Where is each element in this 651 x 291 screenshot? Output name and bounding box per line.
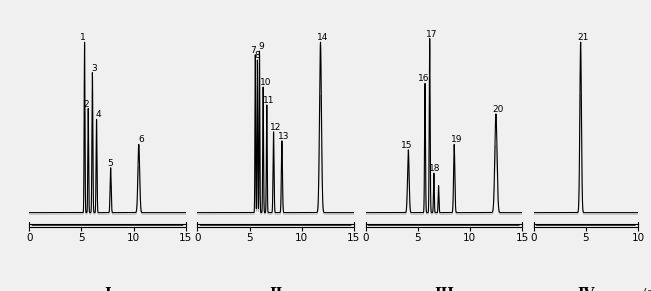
Text: 3: 3 [91,64,97,73]
Text: (min): (min) [643,287,651,291]
Text: 14: 14 [317,33,329,42]
Text: 6: 6 [138,135,144,144]
Text: 8: 8 [254,51,260,60]
Text: 17: 17 [426,30,437,38]
Text: 7: 7 [250,46,256,55]
Text: 10: 10 [260,78,271,87]
Text: 20: 20 [493,105,505,114]
Text: 18: 18 [428,164,440,173]
Text: IV: IV [577,287,594,291]
Text: 11: 11 [263,96,275,105]
Text: 21: 21 [577,33,589,42]
Text: III: III [434,287,454,291]
Text: I: I [104,287,111,291]
Text: 15: 15 [401,141,413,150]
Text: 5: 5 [107,159,113,168]
Text: II: II [269,287,283,291]
Text: 13: 13 [279,132,290,141]
Text: 12: 12 [270,123,281,132]
Text: 2: 2 [83,100,89,109]
Text: 4: 4 [96,110,102,119]
Text: 16: 16 [418,74,429,84]
Text: 1: 1 [80,33,85,42]
Text: 9: 9 [258,42,264,51]
Text: 19: 19 [450,135,462,144]
